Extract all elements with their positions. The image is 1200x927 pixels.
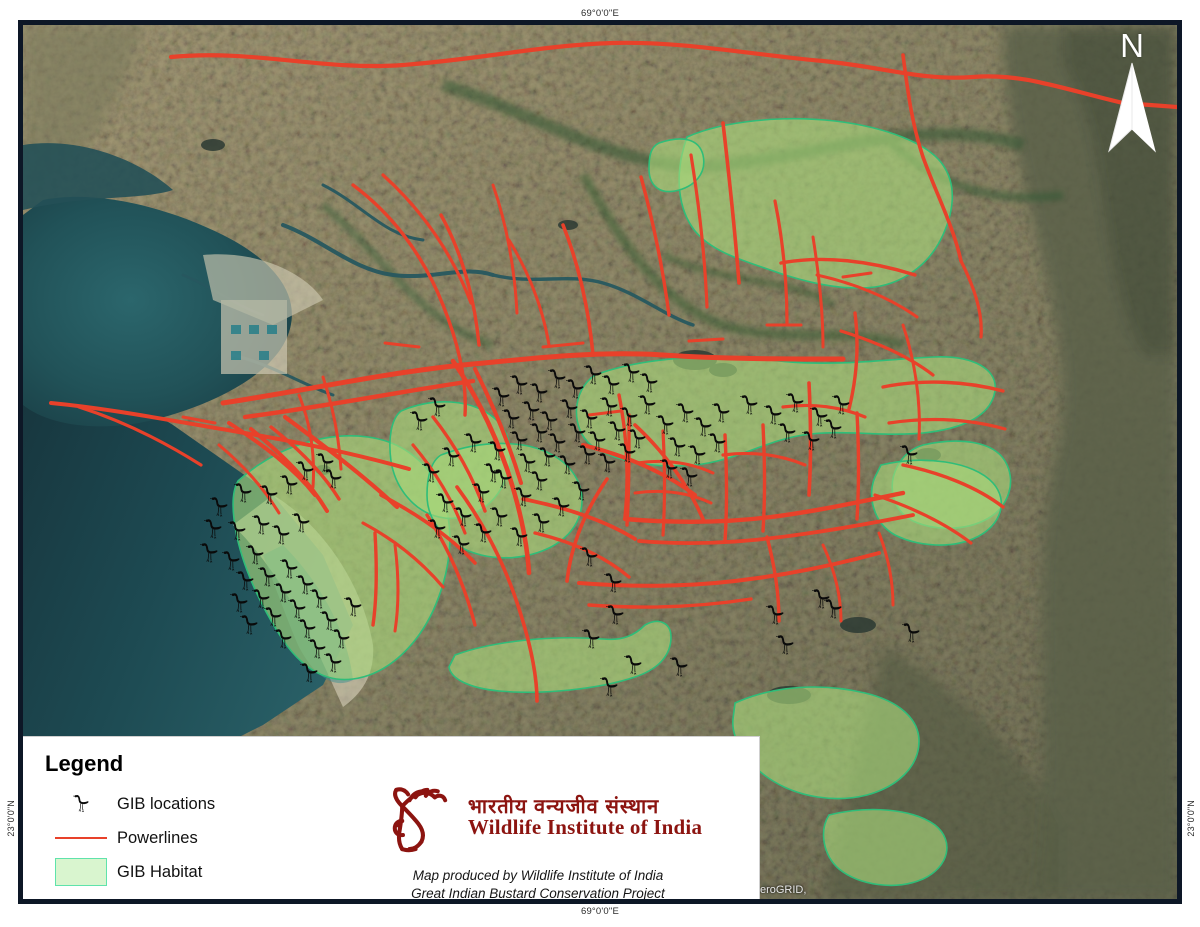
map-credit: Map produced by Wildlife Institute of In… <box>323 867 759 902</box>
habitat-polygon <box>648 138 705 193</box>
wii-tree-deer-logo-icon <box>392 787 447 853</box>
north-arrow-letter: N <box>1120 27 1144 64</box>
logo-row: भारतीय वन्यजीव संस्थान Wildlife Institut… <box>323 781 759 855</box>
habitat-polygon <box>732 686 920 800</box>
powerline-layer <box>49 40 1177 703</box>
logo-english-name: Wildlife Institute of India <box>467 815 703 840</box>
legend-item-gib-locations[interactable]: GIB locations <box>45 787 323 821</box>
legend-label-gib-habitat: GIB Habitat <box>117 862 203 881</box>
habitat-polygon <box>822 808 948 887</box>
graticule-label-left: 23°0'0"N <box>6 800 16 837</box>
legend-title: Legend <box>45 751 124 776</box>
organisation-block: भारतीय वन्यजीव संस्थान Wildlife Institut… <box>323 737 759 902</box>
logo-hindi-name: भारतीय वन्यजीव संस्थान <box>467 795 660 818</box>
legend-item-powerlines[interactable]: Powerlines <box>45 821 323 855</box>
map-canvas[interactable] <box>23 25 1177 899</box>
polygon-icon <box>45 858 117 886</box>
habitat-polygon <box>448 620 672 693</box>
line-icon <box>45 837 117 839</box>
habitat-swatch <box>55 858 107 886</box>
bird-icon <box>45 793 117 816</box>
credit-line-1: Map produced by Wildlife Institute of In… <box>412 868 664 883</box>
powerline-swatch <box>55 837 107 839</box>
graticule-label-right: 23°0'0"N <box>1186 800 1196 837</box>
legend-panel: Legend GIB locations Powerlines <box>23 736 760 902</box>
satellite-basemap <box>23 25 1177 899</box>
legend-item-gib-habitat[interactable]: GIB Habitat <box>45 855 323 889</box>
credit-line-2: Great Indian Bustard Conservation Projec… <box>411 886 665 902</box>
graticule-label-bottom: 69°0'0"E <box>580 906 620 917</box>
legend-label-powerlines: Powerlines <box>117 828 198 847</box>
logo-text: भारतीय वन्यजीव संस्थान Wildlife Institut… <box>467 795 703 840</box>
legend-items: Legend GIB locations Powerlines <box>23 737 323 899</box>
map-frame: N GeoEye, Earthstar Geographics, CNES/Ai… <box>18 20 1182 904</box>
north-arrow: N <box>1097 29 1167 159</box>
north-arrow-glyph <box>1108 62 1156 153</box>
legend-label-gib-locations: GIB locations <box>117 794 216 813</box>
graticule-label-top: 69°0'0"E <box>580 8 620 19</box>
bustard-icon <box>73 794 89 812</box>
gib-habitat-layer <box>232 117 1012 887</box>
habitat-polygon <box>426 442 583 559</box>
arabian-sea <box>23 355 353 845</box>
